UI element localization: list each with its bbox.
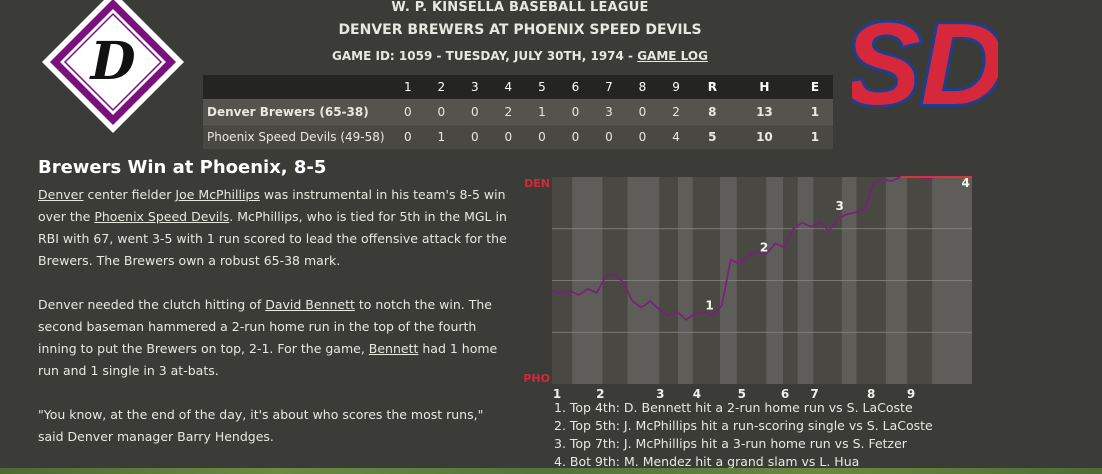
denver-brewers-logo: D (42, 0, 184, 133)
inning-tick-label: 4 (693, 387, 701, 401)
team-name[interactable]: Phoenix Speed Devils (49-58) (203, 124, 391, 149)
runs-total: 8 (692, 99, 732, 125)
game-info-text: GAME ID: 1059 - TUESDAY, JULY 30TH, 1974… (332, 49, 638, 63)
inning-score: 0 (424, 99, 459, 125)
inning-score: 0 (458, 99, 492, 125)
story-text: . McPhillips, who is tied for 5th in the… (38, 209, 507, 268)
inning-score: 0 (625, 124, 660, 149)
team-link[interactable]: Denver (38, 187, 84, 202)
inning-score: 1 (525, 99, 559, 125)
header-inning-4: 4 (491, 75, 526, 100)
story-body: Denver center fielder Joe McPhillips was… (38, 184, 510, 470)
grass-strip (0, 468, 1102, 474)
key-play: 4. Bot 9th: M. Mendez hit a grand slam v… (554, 454, 860, 469)
header-errors: E (796, 75, 833, 100)
hits-total: 10 (731, 124, 797, 149)
inning-score: 0 (592, 124, 626, 149)
inning-score: 0 (558, 124, 593, 149)
errors-total: 1 (796, 99, 833, 125)
line-score-row-home: Phoenix Speed Devils (49-58) 0 1 0 0 0 0… (203, 124, 833, 149)
story-paragraph: Denver center fielder Joe McPhillips was… (38, 184, 510, 272)
inning-score: 3 (592, 99, 626, 125)
inning-score: 0 (525, 124, 559, 149)
key-plays-list: 1. Top 4th: D. Bennett hit a 2-run home … (554, 399, 933, 471)
speed-devils-logo: SD (852, 0, 998, 122)
line-score-row-away: Denver Brewers (65-38) 0 0 0 2 1 0 3 0 2… (203, 99, 833, 125)
line-score-header: 1 2 3 4 5 6 7 8 9 R H E (203, 75, 833, 100)
matchup-title: DENVER BREWERS AT PHOENIX SPEED DEVILS (338, 22, 702, 38)
team-link[interactable]: Phoenix Speed Devils (94, 209, 230, 224)
story-text: had 1 home run and 1 single in 3 at-bats… (38, 341, 498, 378)
team-name[interactable]: Denver Brewers (65-38) (203, 99, 391, 125)
player-link[interactable]: Joe McPhillips (175, 187, 260, 202)
header-team (203, 75, 391, 100)
story-text: was instrumental in his team's 8-5 win o… (38, 187, 506, 224)
story-text: to notch the win. The second baseman ham… (38, 297, 492, 356)
header-inning-2: 2 (424, 75, 459, 100)
key-play-marker: 4 (962, 176, 970, 190)
story-headline: Brewers Win at Phoenix, 8-5 (38, 157, 327, 178)
bottom-team-label: PHO (523, 372, 550, 385)
inning-tick-label: 2 (596, 387, 604, 401)
game-log-link[interactable]: GAME LOG (637, 49, 708, 63)
league-title: W. P. KINSELLA BASEBALL LEAGUE (391, 0, 649, 15)
story-text: center fielder (83, 187, 176, 202)
header-inning-6: 6 (558, 75, 593, 100)
game-info: GAME ID: 1059 - TUESDAY, JULY 30TH, 1974… (200, 48, 840, 64)
inning-score: 0 (391, 99, 425, 125)
inning-tick-label: 3 (656, 387, 664, 401)
inning-score: 0 (391, 124, 425, 149)
story-paragraph: Denver needed the clutch hitting of Davi… (38, 294, 510, 382)
header-inning-9: 9 (659, 75, 693, 100)
header-runs: R (692, 75, 732, 100)
player-link[interactable]: David Bennett (265, 297, 355, 312)
story-paragraph: "You know, at the end of the day, it's a… (38, 407, 484, 444)
inning-tick-label: 6 (781, 387, 789, 401)
inning-tick-label: 8 (867, 387, 875, 401)
key-play: 3. Top 7th: J. McPhillips hit a 3-run ho… (554, 436, 907, 451)
header-inning-8: 8 (625, 75, 660, 100)
header-inning-1: 1 (391, 75, 425, 100)
key-play: 2. Top 5th: J. McPhillips hit a run-scor… (554, 418, 933, 433)
key-play-marker: 2 (760, 240, 768, 254)
line-score-table: 1 2 3 4 5 6 7 8 9 R H E Denver Brewers (… (203, 75, 833, 149)
inning-tick-label: 9 (907, 387, 915, 401)
inning-score: 0 (458, 124, 492, 149)
inning-score: 2 (491, 99, 526, 125)
key-play-marker: 3 (836, 199, 844, 213)
top-team-label: DEN (524, 177, 550, 190)
errors-total: 1 (796, 124, 833, 149)
inning-tick-label: 7 (810, 387, 818, 401)
logo-letters: SD (852, 0, 998, 122)
inning-score: 0 (625, 99, 660, 125)
inning-score: 0 (558, 99, 593, 125)
inning-tick-label: 5 (738, 387, 746, 401)
story-text: Denver needed the clutch hitting of (38, 297, 266, 312)
inning-score: 4 (659, 124, 693, 149)
game-header: W. P. KINSELLA BASEBALL LEAGUE DENVER BR… (200, 0, 840, 64)
inning-score: 2 (659, 99, 693, 125)
inning-score: 1 (424, 124, 459, 149)
inning-score: 0 (491, 124, 526, 149)
runs-total: 5 (692, 124, 732, 149)
header-inning-3: 3 (458, 75, 492, 100)
key-play-marker: 1 (705, 298, 713, 312)
inning-tick-label: 1 (553, 387, 561, 401)
logo-letter: D (88, 31, 135, 92)
header-hits: H (731, 75, 797, 100)
hits-total: 13 (731, 99, 797, 125)
player-link[interactable]: Bennett (368, 341, 419, 356)
header-inning-7: 7 (592, 75, 626, 100)
header-inning-5: 5 (525, 75, 559, 100)
key-play: 1. Top 4th: D. Bennett hit a 2-run home … (554, 400, 913, 415)
